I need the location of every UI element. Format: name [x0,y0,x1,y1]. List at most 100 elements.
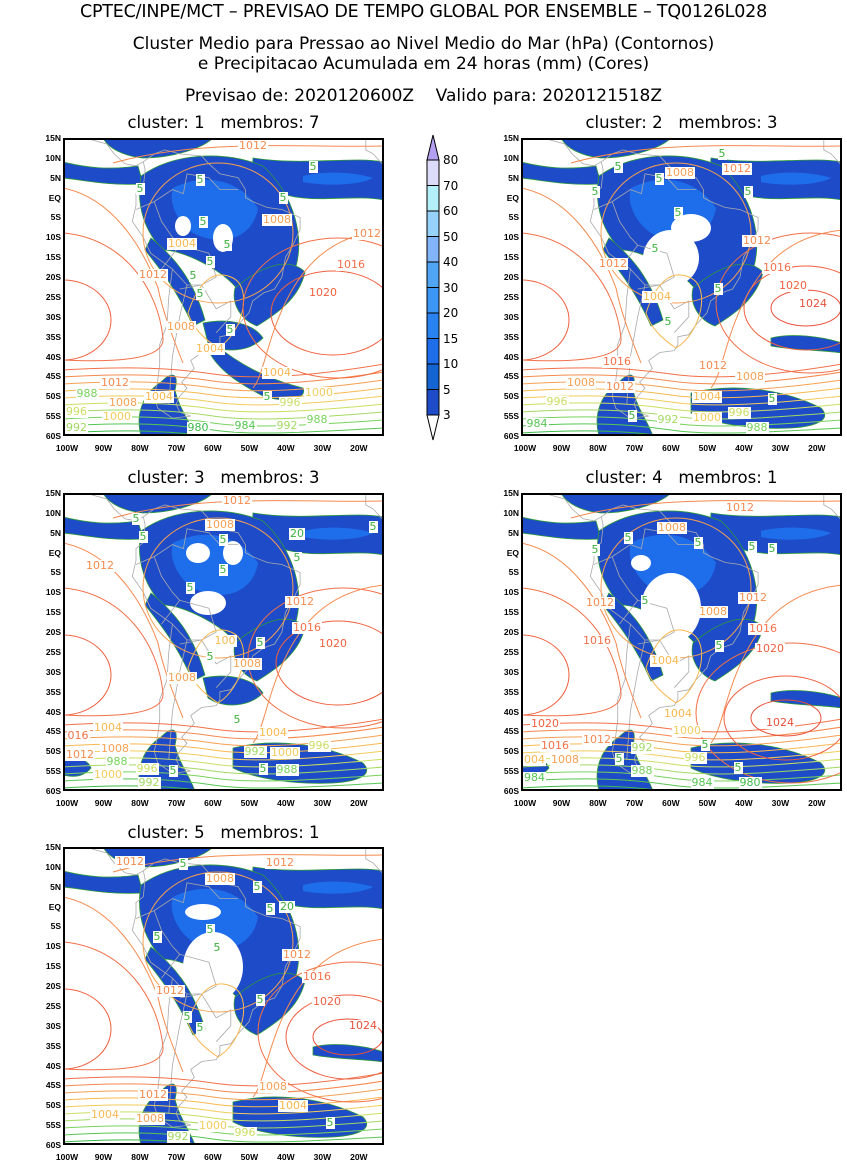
precip-contour-label: 5 [663,315,673,328]
isobar-label: 988 [745,421,769,434]
isobar-label: 1004 [258,726,288,739]
country-border [619,244,675,290]
isobar-label: 996 [278,396,302,409]
country-border [168,639,188,760]
latitude-tick-label: 60S [45,785,61,796]
latitude-tick-label: 25S [45,646,61,657]
panel-title-cluster-5: cluster: 5 membros: 1 [127,823,320,842]
precip-contour-label: 5 [700,738,710,751]
precip-contour-5mm [691,263,764,327]
isobar-label: 1004 [90,1108,120,1121]
isobar-label: 1012 [100,376,130,389]
longitude-tick-label: 100W [513,443,537,453]
longitude-tick-label: 80W [131,443,149,453]
precip-contour-label: 5 [135,182,145,195]
isobar-label: 1008 [135,1112,165,1125]
isobar-label: 1012 [725,501,755,514]
isobar-label: 1012 [138,268,168,281]
isobar-label: 1000 [198,1119,228,1132]
precip-area-hi [313,1044,382,1062]
isobar-label: 1008 [205,872,235,885]
precip-contour-label: 5 [205,255,215,268]
isobar-label: 996 [233,1126,257,1139]
latitude-tick-label: 5S [50,212,61,223]
isobar-1012 [65,543,184,719]
latitude-tick-label: 5S [508,567,519,578]
isobar-996 [523,402,840,413]
isobar-label: 1008 [698,605,728,618]
isobar-label: 1016 [582,634,612,647]
isobar-label: 1008 [166,320,196,333]
south-america-coastline [91,140,301,419]
precip-contour-label: 5 [278,191,288,204]
colorbar-level-label: 50 [443,229,459,244]
precip-contour-label: 5 [654,172,664,185]
precip-contour-label: 5 [614,752,624,765]
isobar-label: 984 [525,417,549,430]
longitude-tick-label: 70W [625,443,644,453]
isobar-980 [523,430,653,434]
latitude-tick-label: 35S [45,686,61,697]
isobar-1020 [65,279,112,361]
precip-core-itczA [303,172,373,185]
latitude-tick-label: 5S [508,212,519,223]
isobar-label: 1020 [312,995,342,1008]
isobar-label: 996 [135,762,159,775]
isobar-label: 988 [275,763,299,776]
isobar-1016 [65,1072,382,1087]
latitude-tick-label: 30S [503,666,519,677]
country-border [626,284,646,405]
isobar-label: 992 [656,413,680,426]
latitude-tick-label: 15N [45,133,61,143]
precip-contour-label: 5 [182,1010,192,1023]
latitude-tick-label: 60S [503,785,519,796]
precip-contour-label: 5 [693,536,703,549]
isobar-label: 1024 [765,716,795,729]
latitude-tick-label: 25S [503,646,519,657]
latitude-tick-label: 45S [45,726,61,737]
longitude-tick-label: 100W [55,1152,79,1162]
precip-area-sacz [234,973,305,1035]
longitude-tick-label: 20W [808,443,826,453]
pressure-contours [523,500,840,789]
precip-contour-label: 5 [195,173,205,186]
colorbar-level-label: 70 [443,178,459,193]
latitude-tick-label: 55S [503,766,519,777]
precip-contour-label: 5 [222,238,232,251]
precip-contour-label: 5 [218,563,228,576]
precip-contour-label: 5 [225,323,235,336]
precip-contour-label: 5 [590,185,600,198]
isobar-1012 [65,1080,382,1094]
isobar-label: 1008 [108,396,138,409]
isobar-1000 [65,1104,382,1115]
longitude-tick-label: 90W [94,798,113,808]
longitude-tick-label: 90W [94,1152,113,1162]
dry-area [631,555,651,571]
latitude-tick-label: 10N [45,152,61,163]
latitude-tick-label: 20S [45,627,61,638]
latitude-tick-label: 20S [503,627,519,638]
precip-contour-label: 5 [152,930,162,943]
precip-contour-5mm [138,729,195,789]
isobar-label: 988 [630,764,654,777]
longitude-tick-label: 40W [277,443,295,453]
precip-contour-label: 5 [212,941,222,954]
longitude-tick-label: 50W [698,798,717,808]
latitude-tick-label: 5N [508,172,519,183]
isobar-1012 [570,145,840,164]
isobar-1016 [523,587,622,717]
isobar-1016 [257,961,382,1103]
isobar-label: 1012 [585,596,615,609]
latitude-tick-label: 15S [45,252,61,263]
longitude-tick-label: 40W [735,443,753,453]
isobar-label: 1004 [262,366,292,379]
precipitation-layer [65,849,382,1143]
precip-contour-label: 5 [185,581,195,594]
coastlines [91,849,382,1128]
latitude-tick-label: 15N [503,133,519,143]
longitude-tick-label: 30W [771,443,790,453]
isobar-1016 [523,232,622,362]
latitude-tick-label: 10S [503,587,519,598]
isobar-label: 1024 [348,1019,378,1032]
precip-contour-5mm [561,140,670,159]
